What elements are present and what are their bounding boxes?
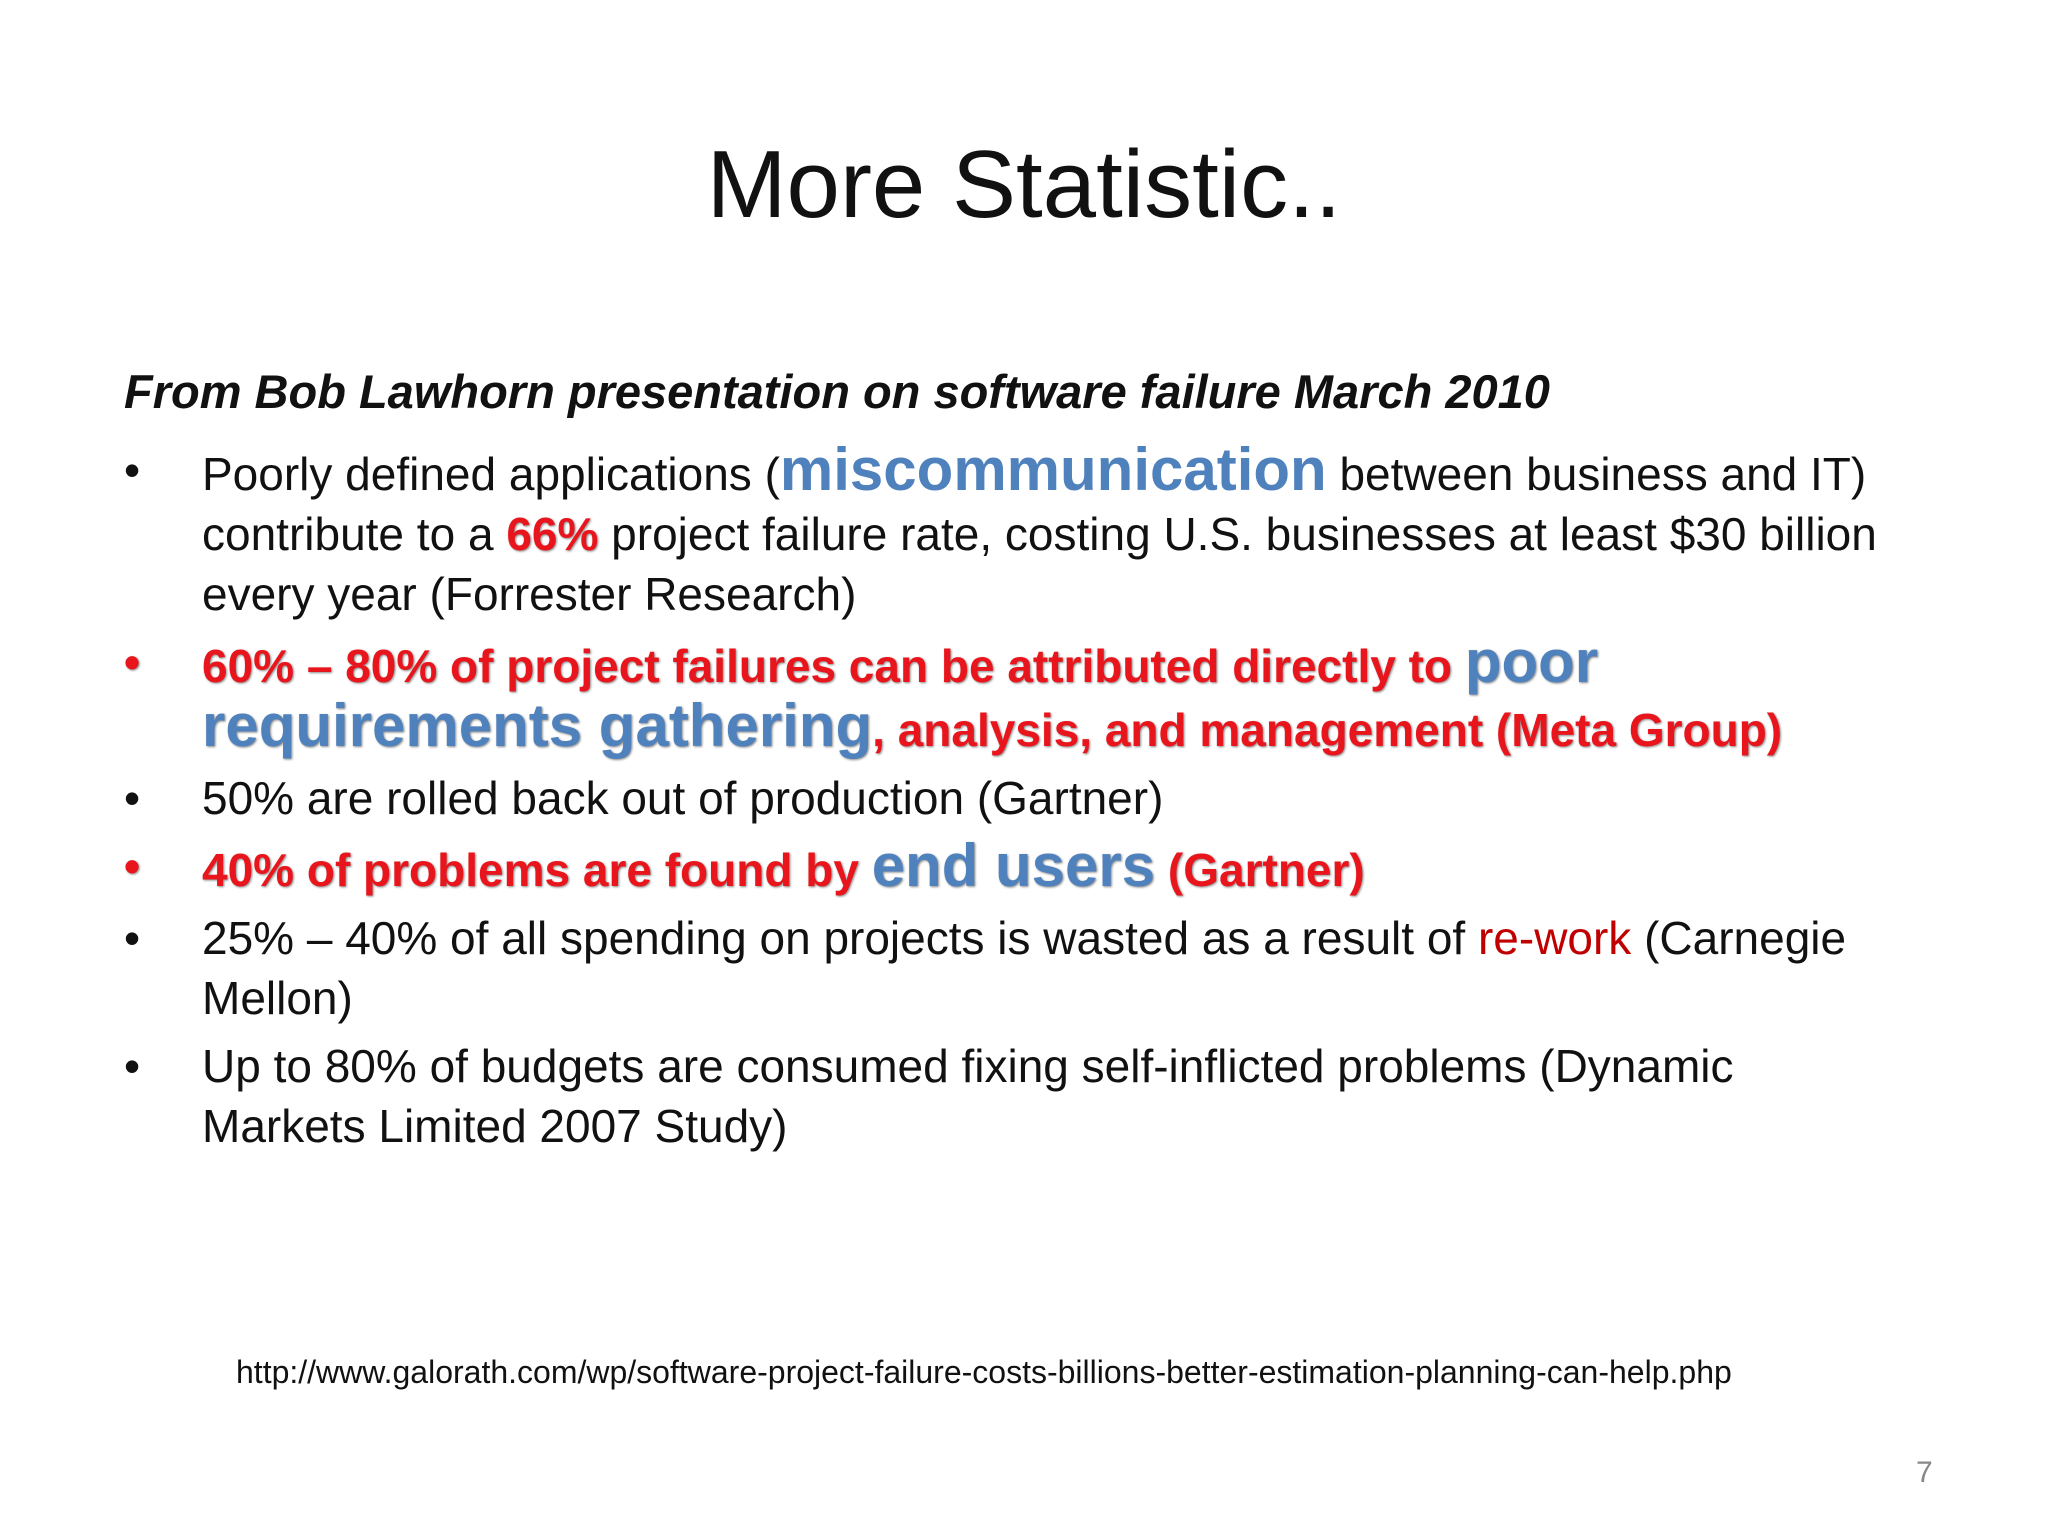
bullet: 25% – 40% of all spending on projects is…: [124, 908, 1904, 1028]
emphasis: poor requirements gathering: [202, 628, 1599, 759]
emphasis: end users: [871, 832, 1156, 899]
bullet: 50% are rolled back out of production (G…: [124, 768, 1904, 828]
text: , analysis, and management (Meta Group): [872, 704, 1783, 756]
text: between business and IT) contribute to a: [202, 448, 1867, 560]
text: 50% are rolled back out of production (G…: [202, 772, 1164, 824]
text: (Carnegie Mellon): [202, 912, 1847, 1024]
bullet: 60% – 80% of project failures can be att…: [124, 632, 1904, 760]
slide-title: More Statistic..: [706, 131, 1342, 238]
text: Poorly defined applications (: [202, 448, 780, 500]
text: (Gartner): [1155, 844, 1365, 896]
emphasis: 60% – 80%: [202, 640, 438, 692]
emphasis: 66%: [506, 508, 599, 560]
emphasis: miscommunication: [779, 436, 1327, 503]
bullet: 40% of problems are found by end users (…: [124, 836, 1904, 900]
text: Up to 80% of budgets are consumed fixing…: [202, 1040, 1734, 1152]
bullet-list: Poorly defined applications (miscommunic…: [124, 440, 1904, 1164]
text: project failure rate, costing U.S. busin…: [202, 508, 1877, 620]
bullet: Up to 80% of budgets are consumed fixing…: [124, 1036, 1904, 1156]
subtitle: From Bob Lawhorn presentation on softwar…: [124, 365, 1550, 418]
page-number: 7: [1916, 1456, 1933, 1489]
text: of problems are found by: [294, 844, 872, 896]
text: 25% – 40% of all spending on projects is…: [202, 912, 1478, 964]
emphasis: 40%: [202, 844, 295, 896]
bullet: Poorly defined applications (miscommunic…: [124, 440, 1904, 624]
emphasis: re-work: [1477, 912, 1632, 964]
source-url: http://www.galorath.com/wp/software-proj…: [236, 1354, 1732, 1390]
text: of project failures can be attributed di…: [437, 640, 1465, 692]
